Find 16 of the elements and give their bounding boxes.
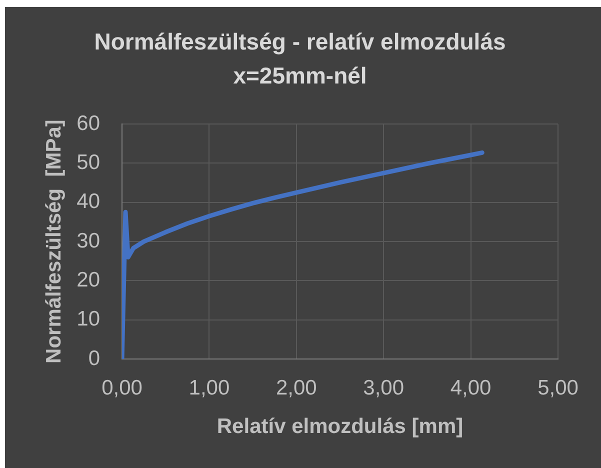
x-axis-title: Relatív elmozdulás [mm] bbox=[216, 415, 464, 438]
y-tick-label: 20 bbox=[76, 268, 100, 292]
y-tick-label: 40 bbox=[76, 190, 100, 214]
y-tick-label: 0 bbox=[88, 346, 100, 370]
x-tick-label: 5,00 bbox=[538, 376, 578, 400]
y-tick-label: 30 bbox=[76, 229, 100, 252]
y-tick-label: 50 bbox=[76, 151, 100, 174]
x-tick-label: 2,00 bbox=[276, 376, 317, 400]
y-axis-title: Normálfeszültség [MPa] bbox=[42, 120, 66, 364]
y-tick-label: 60 bbox=[76, 112, 100, 135]
y-tick-label: 10 bbox=[76, 308, 100, 331]
chart-title: Normálfeszültség - relatív elmozdulás x=25mm-nél bbox=[94, 28, 506, 88]
x-tick-label: 4,00 bbox=[450, 376, 492, 400]
x-tick-label: 3,00 bbox=[363, 376, 404, 400]
x-tick-label: 1,00 bbox=[188, 376, 230, 400]
x-tick-label: 0,00 bbox=[102, 376, 142, 400]
